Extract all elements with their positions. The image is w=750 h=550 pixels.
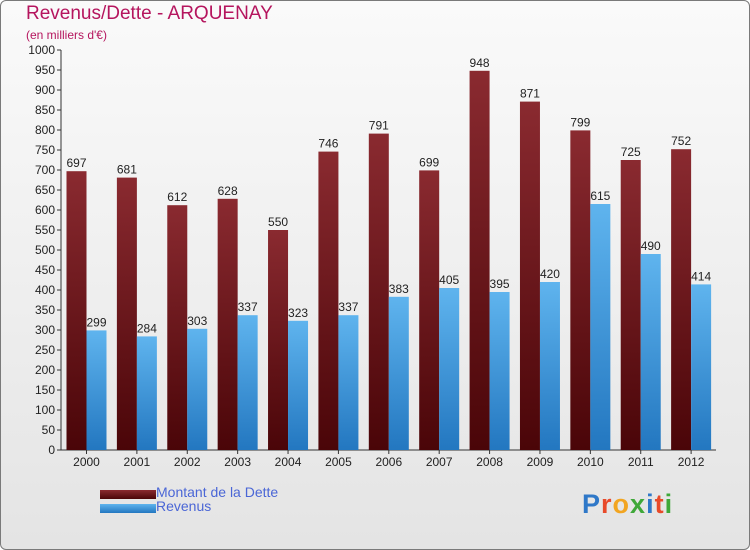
x-tick-label: 2009 [527, 455, 554, 469]
data-label-dette: 752 [671, 134, 691, 148]
x-tick-label: 2001 [124, 455, 151, 469]
y-tick-label: 150 [35, 383, 55, 397]
bar-dette [66, 171, 87, 450]
y-tick-label: 200 [35, 363, 55, 377]
bar-revenus [338, 315, 359, 450]
bar-dette [519, 101, 540, 450]
legend-swatch-revenus [100, 504, 156, 513]
data-label-revenus: 323 [288, 306, 308, 320]
bar-revenus [489, 292, 510, 450]
bar-dette [620, 160, 641, 450]
chart-subtitle: (en milliers d'€) [26, 28, 107, 42]
data-label-dette: 948 [470, 56, 490, 70]
y-tick-label: 250 [35, 343, 55, 357]
data-label-dette: 725 [621, 145, 641, 159]
data-label-dette: 612 [167, 190, 187, 204]
bar-dette [217, 198, 238, 450]
bar-revenus [691, 284, 712, 450]
data-label-revenus: 337 [338, 300, 358, 314]
x-tick-label: 2004 [275, 455, 302, 469]
bar-revenus [136, 336, 157, 450]
data-label-revenus: 284 [137, 321, 157, 335]
x-tick-label: 2005 [325, 455, 352, 469]
x-tick-label: 2010 [577, 455, 604, 469]
y-tick-label: 900 [35, 83, 55, 97]
bar-dette [268, 230, 289, 450]
x-tick-label: 2000 [73, 455, 100, 469]
bar-revenus [388, 296, 409, 450]
x-tick-label: 2007 [426, 455, 453, 469]
bar-dette [419, 170, 440, 450]
y-tick-label: 850 [35, 103, 55, 117]
y-tick-label: 800 [35, 123, 55, 137]
legend-label-dette: Montant de la Dette [156, 484, 279, 500]
data-label-dette: 681 [117, 163, 137, 177]
y-tick-label: 50 [42, 423, 56, 437]
data-label-revenus: 414 [691, 269, 711, 283]
bar-dette [671, 149, 692, 450]
data-label-dette: 791 [369, 119, 389, 133]
bar-revenus [539, 282, 560, 450]
y-tick-label: 100 [35, 403, 55, 417]
y-tick-label: 700 [35, 163, 55, 177]
x-tick-label: 2002 [174, 455, 201, 469]
data-label-revenus: 303 [187, 314, 207, 328]
y-tick-label: 350 [35, 303, 55, 317]
proxiti-logo: Proxiti [582, 489, 674, 519]
x-tick-label: 2006 [375, 455, 402, 469]
bar-dette [116, 177, 137, 450]
y-tick-label: 450 [35, 263, 55, 277]
data-label-dette: 550 [268, 215, 288, 229]
bar-revenus [86, 330, 107, 450]
y-tick-label: 650 [35, 183, 55, 197]
y-tick-label: 600 [35, 203, 55, 217]
bar-dette [167, 205, 188, 450]
bar-revenus [237, 315, 258, 450]
bar-revenus [439, 288, 460, 450]
y-tick-label: 1000 [28, 43, 55, 57]
data-label-revenus: 299 [86, 315, 106, 329]
y-tick-label: 500 [35, 243, 55, 257]
data-label-revenus: 337 [238, 300, 258, 314]
data-label-dette: 699 [419, 155, 439, 169]
bar-dette [368, 133, 389, 450]
data-label-dette: 697 [66, 156, 86, 170]
data-label-revenus: 490 [641, 239, 661, 253]
bar-revenus [288, 320, 309, 450]
data-label-revenus: 420 [540, 267, 560, 281]
legend-label-revenus: Revenus [156, 498, 212, 514]
x-tick-label: 2012 [678, 455, 705, 469]
bar-dette [318, 151, 339, 450]
x-tick-label: 2003 [224, 455, 251, 469]
bar-dette [570, 130, 591, 450]
bar-revenus [187, 328, 208, 450]
bar-dette [469, 70, 490, 451]
data-label-revenus: 383 [389, 282, 409, 296]
chart-title: Revenus/Dette - ARQUENAY [26, 3, 273, 24]
y-tick-label: 550 [35, 223, 55, 237]
bar-revenus [640, 254, 661, 450]
data-label-revenus: 405 [439, 273, 459, 287]
data-label-dette: 746 [318, 137, 338, 151]
y-tick-label: 950 [35, 63, 55, 77]
data-label-revenus: 395 [490, 277, 510, 291]
x-tick-label: 2008 [476, 455, 503, 469]
bar-revenus [590, 204, 611, 450]
legend-swatch-dette [100, 490, 156, 499]
data-label-dette: 799 [570, 115, 590, 129]
data-label-revenus: 615 [590, 189, 610, 203]
x-tick-label: 2011 [628, 455, 654, 469]
y-tick-label: 0 [48, 443, 55, 457]
data-label-dette: 628 [218, 184, 238, 198]
y-tick-label: 400 [35, 283, 55, 297]
y-tick-label: 300 [35, 323, 55, 337]
y-tick-label: 750 [35, 143, 55, 157]
data-label-dette: 871 [520, 87, 540, 101]
